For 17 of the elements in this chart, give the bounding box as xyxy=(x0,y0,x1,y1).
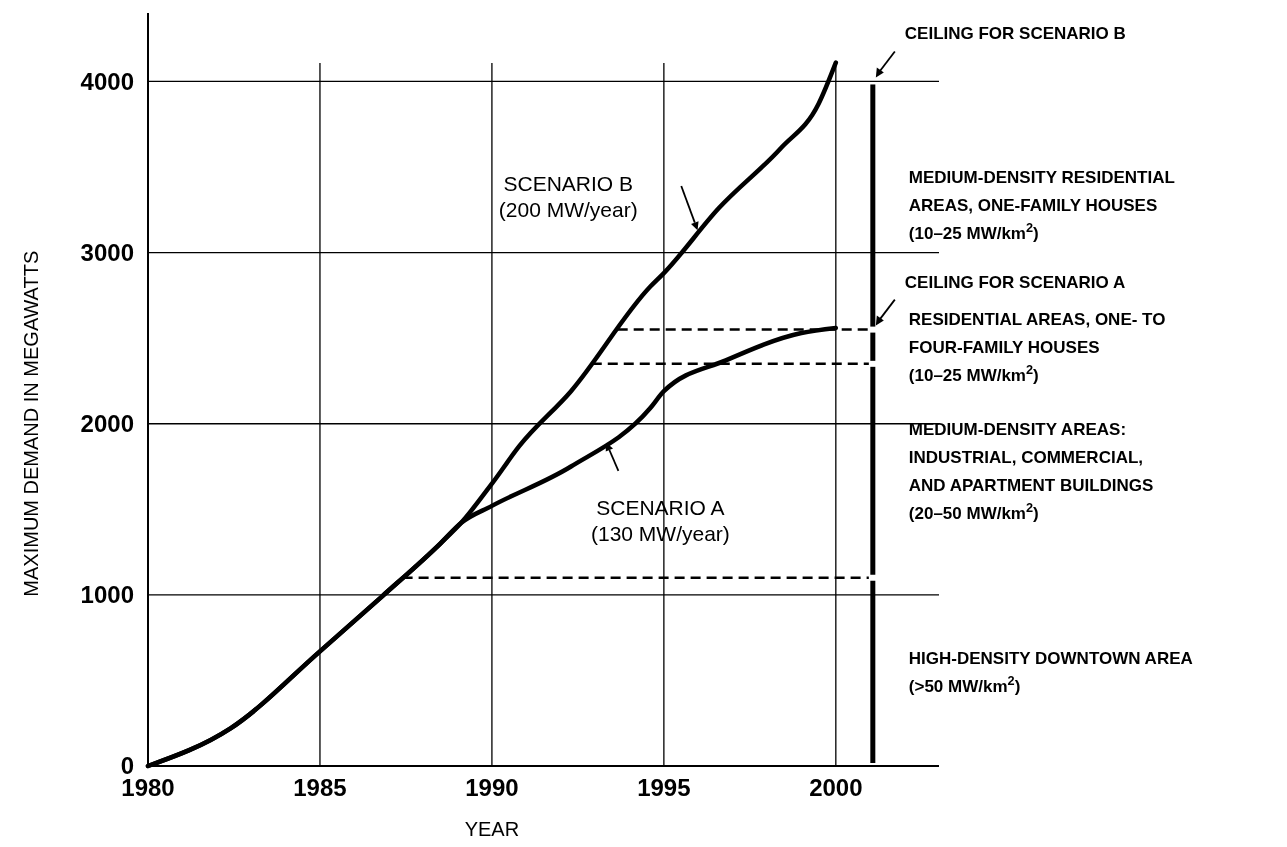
y-axis-title: MAXIMUM DEMAND IN MEGAWATTS xyxy=(20,250,42,597)
annotation: MEDIUM-DENSITY RESIDENTIAL AREAS, ONE-FAMILY HOUSES (10–25 MW/km$^{2}$) xyxy=(908,168,1175,244)
ref-line-label: CEILING FOR SCENARIO A xyxy=(904,272,1126,292)
x-tick-label: 1990 xyxy=(465,774,519,801)
annotation: HIGH-DENSITY DOWNTOWN AREA (>50 MW/km$^{2}$) xyxy=(908,648,1193,696)
x-axis-title: YEAR xyxy=(464,818,520,840)
x-tick-label: 1995 xyxy=(637,774,691,801)
y-tick-label: 1000 xyxy=(80,581,134,609)
annotation: RESIDENTIAL AREAS, ONE- TO FOUR-FAMILY HOUSES (10–25 MW/km$^{2}$) xyxy=(908,309,1166,385)
y-tick-label: 4000 xyxy=(80,67,134,95)
annotation: MEDIUM-DENSITY AREAS: INDUSTRIAL, COMMERCIAL, AND APARTMENT BUILDINGS (20–50 MW/km$^{2}$) xyxy=(908,419,1154,523)
annotation: CEILING FOR SCENARIO B xyxy=(904,24,1126,44)
x-tick-label: 1985 xyxy=(293,774,347,801)
x-tick-label: 2000 xyxy=(809,774,863,801)
y-tick-label: 3000 xyxy=(80,238,134,266)
annotation: SCENARIO B (200 MW/year) xyxy=(498,172,638,222)
y-tick-label: 2000 xyxy=(80,410,134,438)
